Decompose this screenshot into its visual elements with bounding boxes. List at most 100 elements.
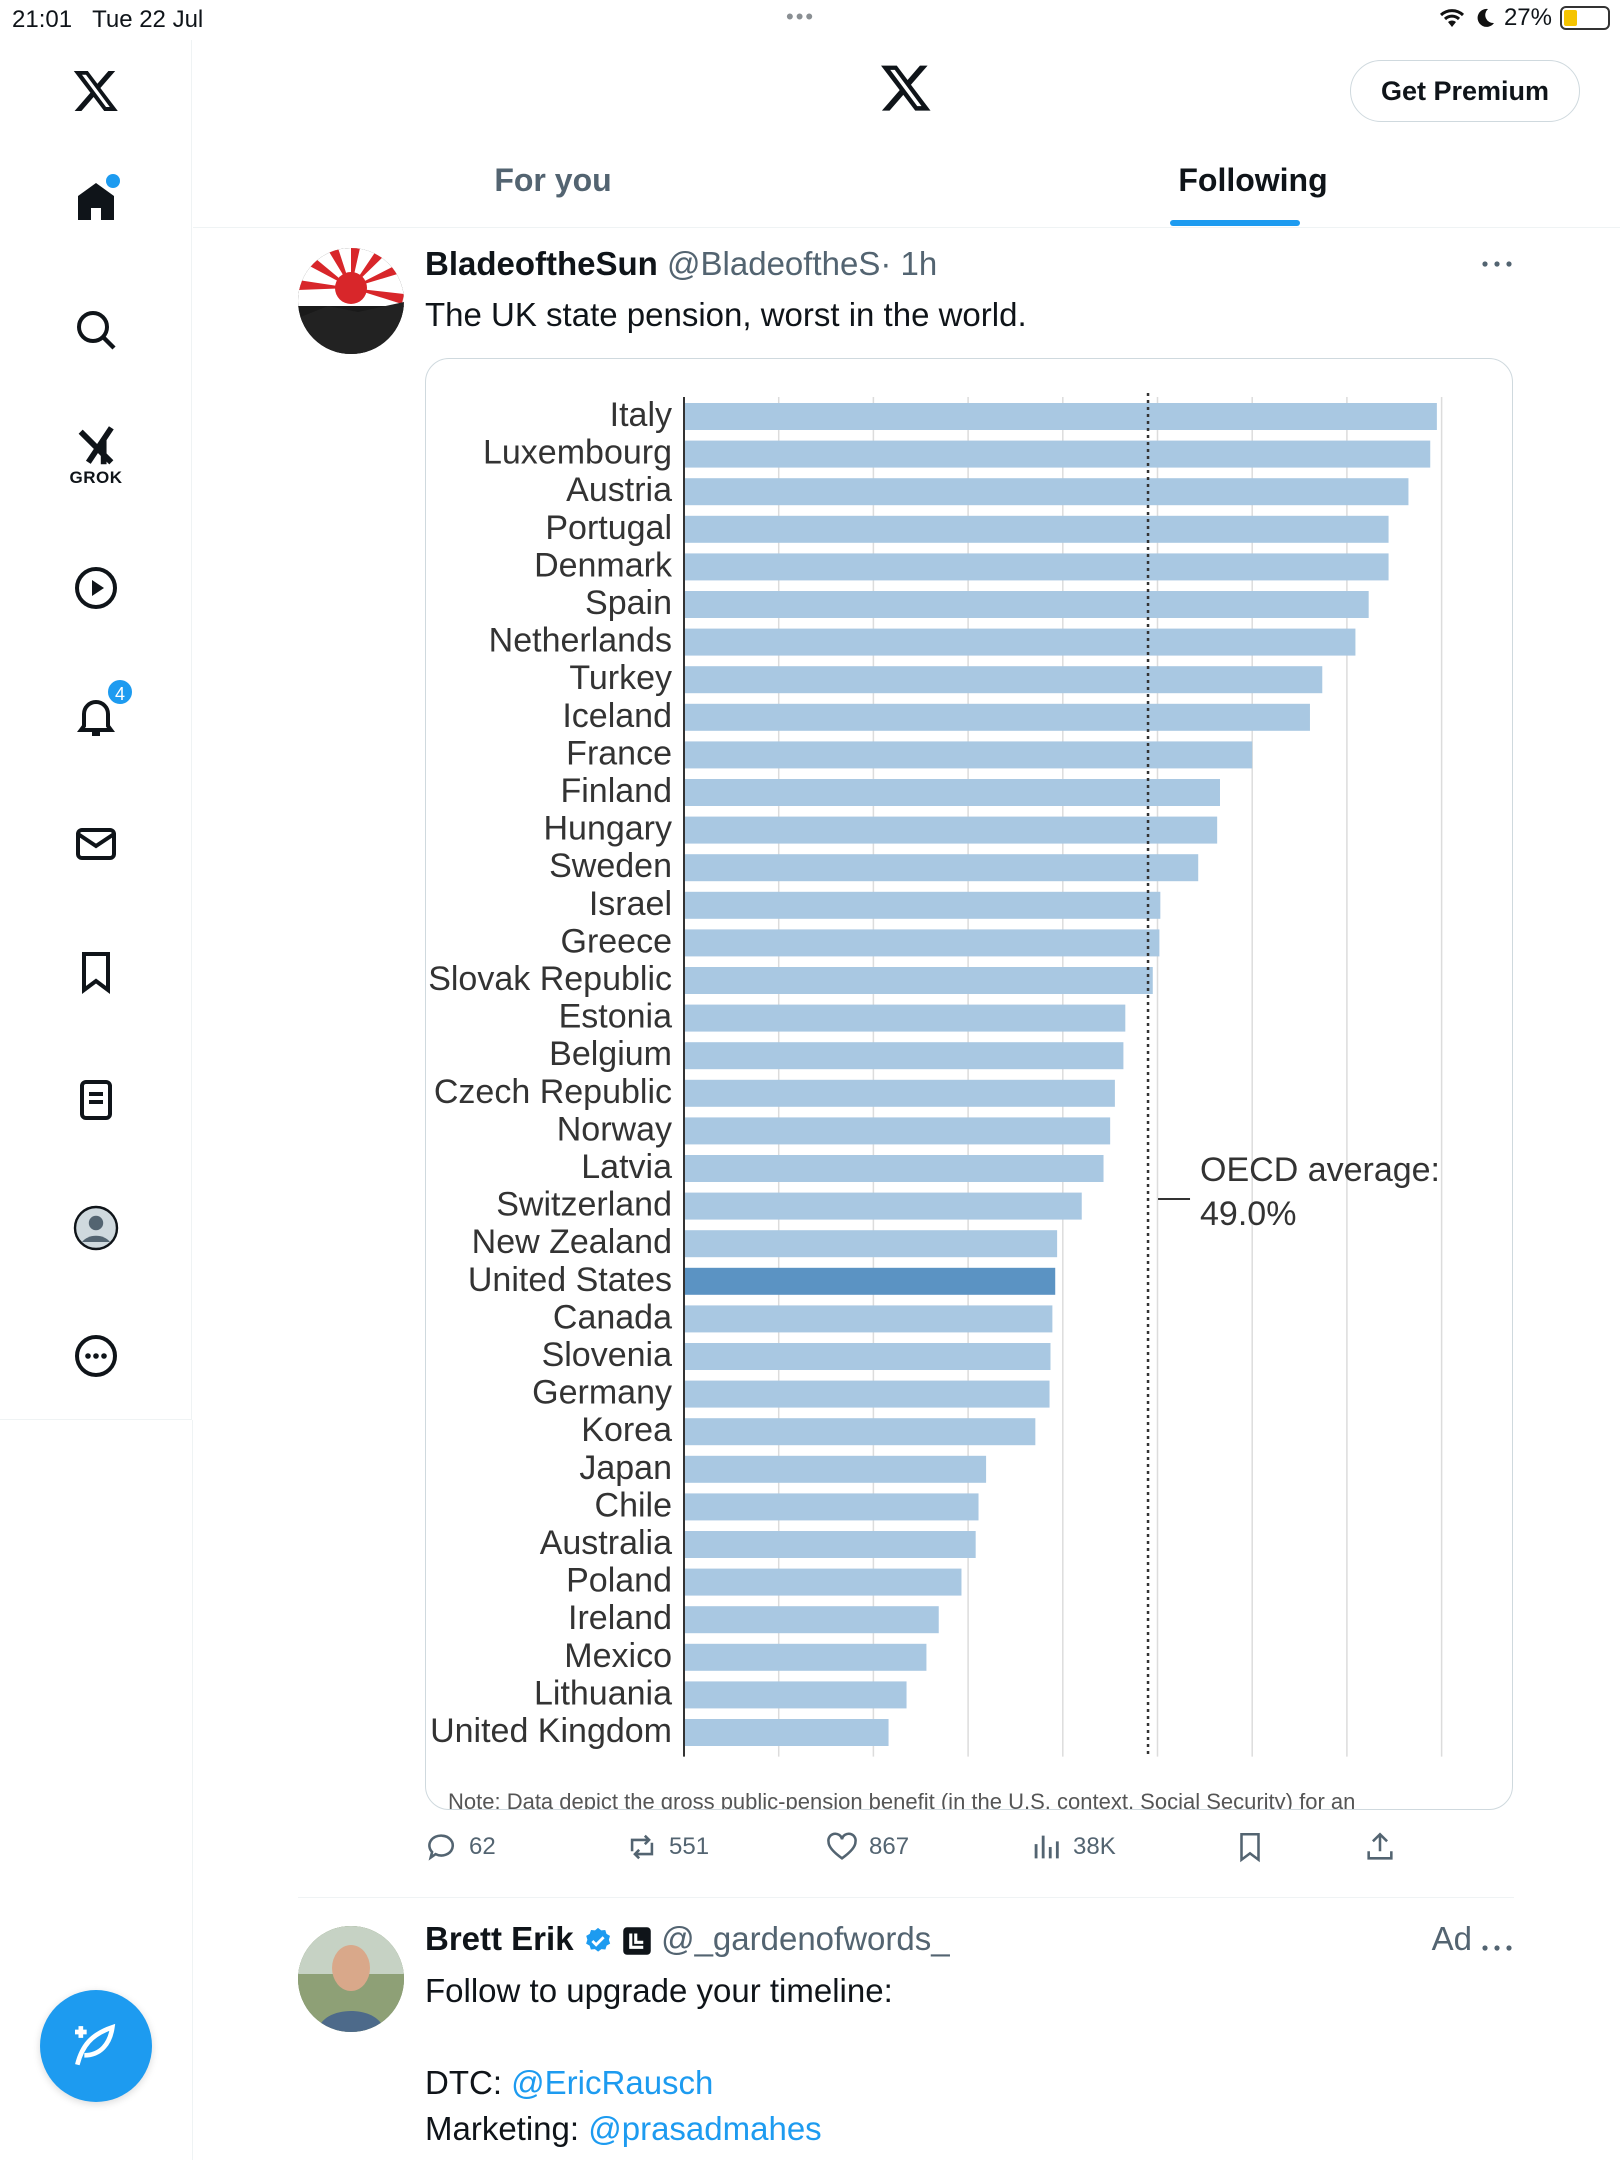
bar xyxy=(684,1230,1058,1258)
compose-button[interactable] xyxy=(40,1990,152,2102)
sidebar-item-bookmarks[interactable] xyxy=(56,932,136,1012)
sidebar-item-profile[interactable] xyxy=(56,1188,136,1268)
category-label: Sweden xyxy=(549,847,672,885)
repost-button[interactable]: 551 xyxy=(625,1830,709,1864)
category-label: Australia xyxy=(540,1524,672,1562)
category-label: Chile xyxy=(595,1486,672,1524)
tweet-avatar[interactable] xyxy=(298,248,404,354)
moon-icon xyxy=(1477,8,1494,27)
play-circle-icon xyxy=(75,567,117,609)
ad-text-line2: DTC: @EricRausch xyxy=(425,2064,713,2102)
bar xyxy=(684,1418,1036,1446)
bar xyxy=(684,628,1356,656)
sidebar-x-logo[interactable] xyxy=(56,50,136,130)
ad-mention-link-1[interactable]: @EricRausch xyxy=(511,2064,714,2101)
sidebar-item-home[interactable] xyxy=(56,162,136,242)
wifi-icon xyxy=(1439,9,1464,27)
category-label: Japan xyxy=(579,1449,672,1487)
bar xyxy=(684,1455,987,1483)
bar xyxy=(684,1681,907,1709)
category-label: Norway xyxy=(557,1110,672,1148)
x-logo-icon xyxy=(73,71,118,111)
view-count: 38K xyxy=(1073,1833,1116,1860)
category-label: Greece xyxy=(561,922,673,960)
category-label: Latvia xyxy=(581,1148,672,1186)
bar xyxy=(684,440,1431,468)
verified-badge-icon xyxy=(585,1928,610,1952)
sidebar-nav: GROK 4 xyxy=(0,40,192,1420)
rising-sun-avatar-icon xyxy=(298,248,404,354)
tab-following[interactable]: Following xyxy=(1178,162,1328,198)
tab-for-you[interactable]: For you xyxy=(494,162,612,198)
bar xyxy=(684,929,1160,957)
sidebar-item-video[interactable] xyxy=(56,548,136,628)
share-button[interactable] xyxy=(1363,1830,1397,1864)
category-label: Iceland xyxy=(562,697,672,735)
bar xyxy=(684,1343,1051,1370)
category-label: Belgium xyxy=(549,1035,672,1073)
category-label: France xyxy=(566,734,672,772)
category-label: Canada xyxy=(553,1298,672,1336)
ad-author-handle[interactable]: @_gardenofwords_ xyxy=(661,1920,950,1957)
ad-author-name[interactable]: Brett Erik xyxy=(425,1920,574,1957)
bar xyxy=(684,1267,1056,1295)
profile-avatar-icon xyxy=(73,1205,119,1251)
category-label: Switzerland xyxy=(496,1186,672,1224)
bar xyxy=(684,816,1218,844)
bar xyxy=(684,854,1199,882)
more-horizontal-icon xyxy=(1482,261,1512,267)
battery-icon xyxy=(1560,6,1610,30)
sidebar-item-lists[interactable] xyxy=(56,1060,136,1140)
author-handle[interactable]: @BladeoftheS xyxy=(667,245,881,282)
battery-percent: 27% xyxy=(1503,4,1552,31)
bar xyxy=(684,967,1153,994)
more-circle-icon xyxy=(75,1335,117,1377)
bar xyxy=(684,403,1437,430)
sidebar-item-notifications[interactable]: 4 xyxy=(56,676,136,756)
header-x-logo[interactable] xyxy=(879,60,933,119)
bar xyxy=(684,1719,889,1746)
bar xyxy=(684,1531,976,1558)
bar xyxy=(684,1004,1126,1032)
like-button[interactable]: 867 xyxy=(825,1830,909,1864)
tweet-media-chart[interactable]: Italy Luxembourg Austria Portugal Denmark Spa… xyxy=(425,358,1513,1810)
tweet-header: BladeoftheSun @BladeoftheS· 1h xyxy=(425,245,937,283)
sidebar-item-more[interactable] xyxy=(56,1316,136,1396)
category-label: Lithuania xyxy=(534,1674,672,1712)
get-premium-button[interactable]: Get Premium xyxy=(1350,60,1580,122)
oecd-average-label: OECD average: xyxy=(1200,1151,1440,1189)
category-label: Czech Republic xyxy=(434,1073,672,1111)
bar xyxy=(684,1493,979,1521)
sidebar-divider xyxy=(192,1420,193,2160)
sidebar-item-messages[interactable] xyxy=(56,804,136,884)
reply-button[interactable]: 62 xyxy=(425,1830,496,1864)
bar xyxy=(684,1155,1104,1182)
bar xyxy=(684,741,1253,769)
bookmark-button[interactable] xyxy=(1233,1830,1267,1864)
category-label: Netherlands xyxy=(489,622,672,660)
ad-mention-link-2[interactable]: @prasadmahes xyxy=(588,2110,822,2147)
views-button[interactable]: 38K xyxy=(1029,1830,1116,1864)
sidebar-item-explore[interactable] xyxy=(56,290,136,370)
category-label: United States xyxy=(468,1261,672,1299)
category-label: Slovenia xyxy=(542,1336,673,1374)
sidebar-item-grok[interactable]: GROK xyxy=(56,416,136,496)
category-label: Estonia xyxy=(559,998,672,1036)
category-label: Germany xyxy=(532,1374,672,1412)
category-label: Slovak Republic xyxy=(428,960,672,998)
author-name[interactable]: BladeoftheSun xyxy=(425,245,658,282)
tweet-time[interactable]: · 1h xyxy=(880,245,938,282)
ad-avatar[interactable] xyxy=(298,1926,404,2032)
repost-count: 551 xyxy=(669,1833,710,1860)
search-icon xyxy=(77,311,116,350)
category-label: Portugal xyxy=(545,509,672,547)
category-label: Ireland xyxy=(568,1599,672,1637)
ad-line2-label: DTC: xyxy=(425,2064,512,2101)
home-unread-dot xyxy=(106,174,120,188)
ad-more-button[interactable] xyxy=(1480,1932,1514,1966)
category-label: Italy xyxy=(610,396,672,434)
multitasking-dots[interactable]: ••• xyxy=(786,4,816,29)
category-label: Mexico xyxy=(564,1637,672,1675)
tweet-more-button[interactable] xyxy=(1480,248,1514,282)
heart-icon xyxy=(827,1832,857,1860)
